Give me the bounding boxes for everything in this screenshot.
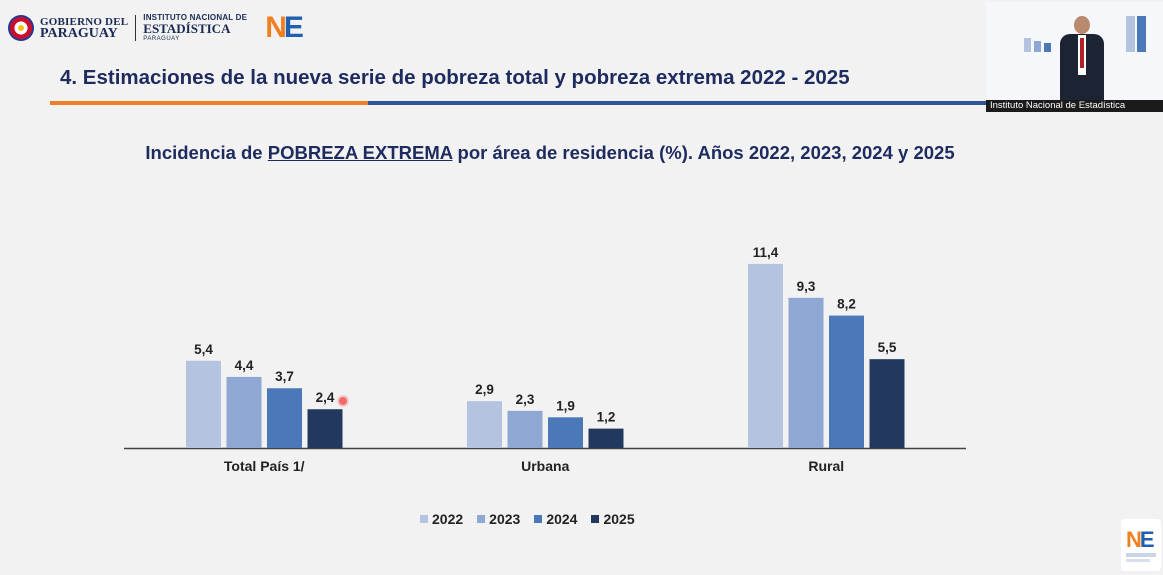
legend-item-2025: 2025	[591, 511, 635, 527]
data-label-2025-2: 5,5	[878, 340, 897, 355]
gov-line1: GOBIERNO DEL	[40, 16, 129, 28]
video-mini-bar	[1024, 38, 1031, 52]
title-rule-orange	[50, 101, 368, 105]
ne-logo-n: N	[265, 11, 287, 44]
chart-title-suffix: por área de residencia (%). Años 2022, 2…	[452, 142, 955, 163]
chart-title-prefix: Incidencia de	[145, 142, 268, 163]
legend-swatch-2023	[477, 515, 486, 523]
data-label-2025-0: 2,4	[316, 390, 335, 405]
bar-2022-0	[186, 360, 221, 448]
data-label-2023-1: 2,3	[516, 392, 535, 407]
legend-swatch-2024	[534, 515, 543, 523]
chart-legend: 2022 2023 2024 2025	[420, 511, 649, 527]
ine-line3: PARAGUAY	[143, 35, 180, 42]
data-label-2025-1: 1,2	[597, 410, 616, 425]
bar-2024-1	[548, 417, 583, 448]
legend-item-2022: 2022	[420, 511, 463, 527]
category-label-1: Urbana	[521, 458, 569, 474]
corner-ne-n: N	[1126, 527, 1142, 552]
category-label-2: Rural	[808, 458, 844, 474]
ne-logo-e: E	[283, 11, 304, 44]
bar-2024-0	[267, 388, 302, 448]
data-label-2022-1: 2,9	[475, 382, 494, 397]
corner-logo-line	[1126, 553, 1156, 557]
video-mini-bar	[1044, 43, 1051, 52]
corner-ne-e: E	[1139, 527, 1155, 552]
data-label-2024-0: 3,7	[275, 369, 294, 384]
video-caption: Instituto Nacional de Estadística	[986, 100, 1163, 112]
data-label-2023-2: 9,3	[797, 279, 816, 294]
presenter-head	[1074, 16, 1090, 34]
corner-ne-logo: NE	[1126, 527, 1155, 552]
bar-2022-2	[748, 263, 783, 448]
bar-2024-2	[829, 315, 864, 448]
ine-ne-logo-icon: NE	[265, 11, 304, 44]
legend-item-2024: 2024	[534, 511, 577, 527]
legend-label-2024: 2024	[546, 511, 578, 527]
bar-2023-0	[226, 376, 262, 448]
gov-line2: PARAGUAY	[40, 26, 118, 41]
corner-logo-line	[1126, 559, 1150, 562]
laser-pointer-dot	[339, 397, 347, 405]
logo-group: GOBIERNO DEL PARAGUAY INSTITUTO NACIONAL…	[8, 11, 304, 45]
bar-2023-1	[507, 410, 543, 448]
video-mini-bar	[1137, 16, 1146, 52]
chart-title-underlined: POBREZA EXTREMA	[267, 142, 453, 163]
data-label-2024-2: 8,2	[837, 297, 856, 312]
logo-divider	[135, 15, 137, 41]
bar-2025-1	[588, 428, 624, 448]
corner-ine-logo-icon: NE	[1121, 519, 1161, 571]
data-label-2024-1: 1,9	[556, 398, 575, 413]
chart-title: Incidencia de POBREZA EXTREMA por área d…	[0, 142, 1100, 164]
ine-line1: INSTITUTO NACIONAL DE	[143, 12, 248, 22]
paraguay-seal-icon	[8, 15, 34, 41]
legend-label-2025: 2025	[603, 511, 635, 527]
bar-2022-1	[467, 401, 502, 448]
bar-2023-2	[788, 297, 824, 448]
presenter-tie	[1080, 38, 1084, 68]
data-label-2022-0: 5,4	[194, 342, 213, 357]
bar-2025-2	[869, 359, 905, 448]
video-mini-bar	[1034, 41, 1041, 52]
ine-logo-text: INSTITUTO NACIONAL DE ESTADÍSTICA PARAGU…	[143, 12, 247, 45]
data-label-2023-0: 4,4	[235, 358, 254, 373]
slide-header: GOBIERNO DEL PARAGUAY INSTITUTO NACIONAL…	[0, 0, 1163, 110]
gobierno-logo-text: GOBIERNO DEL PARAGUAY	[40, 16, 129, 41]
data-label-2022-2: 11,4	[753, 245, 779, 260]
category-label-0: Total País 1/	[224, 458, 305, 474]
legend-swatch-2022	[420, 515, 428, 523]
presenter-video-overlay: Instituto Nacional de Estadística	[986, 2, 1163, 112]
legend-label-2022: 2022	[432, 511, 464, 527]
video-mini-bar	[1126, 16, 1135, 52]
slide-title: 4. Estimaciones de la nueva serie de pob…	[60, 66, 850, 89]
ine-line2: ESTADÍSTICA	[143, 20, 231, 36]
title-rule-blue	[368, 101, 988, 105]
bar-2025-0	[307, 409, 343, 448]
legend-label-2023: 2023	[489, 511, 521, 527]
legend-item-2023: 2023	[477, 511, 520, 527]
legend-swatch-2025	[591, 515, 600, 523]
